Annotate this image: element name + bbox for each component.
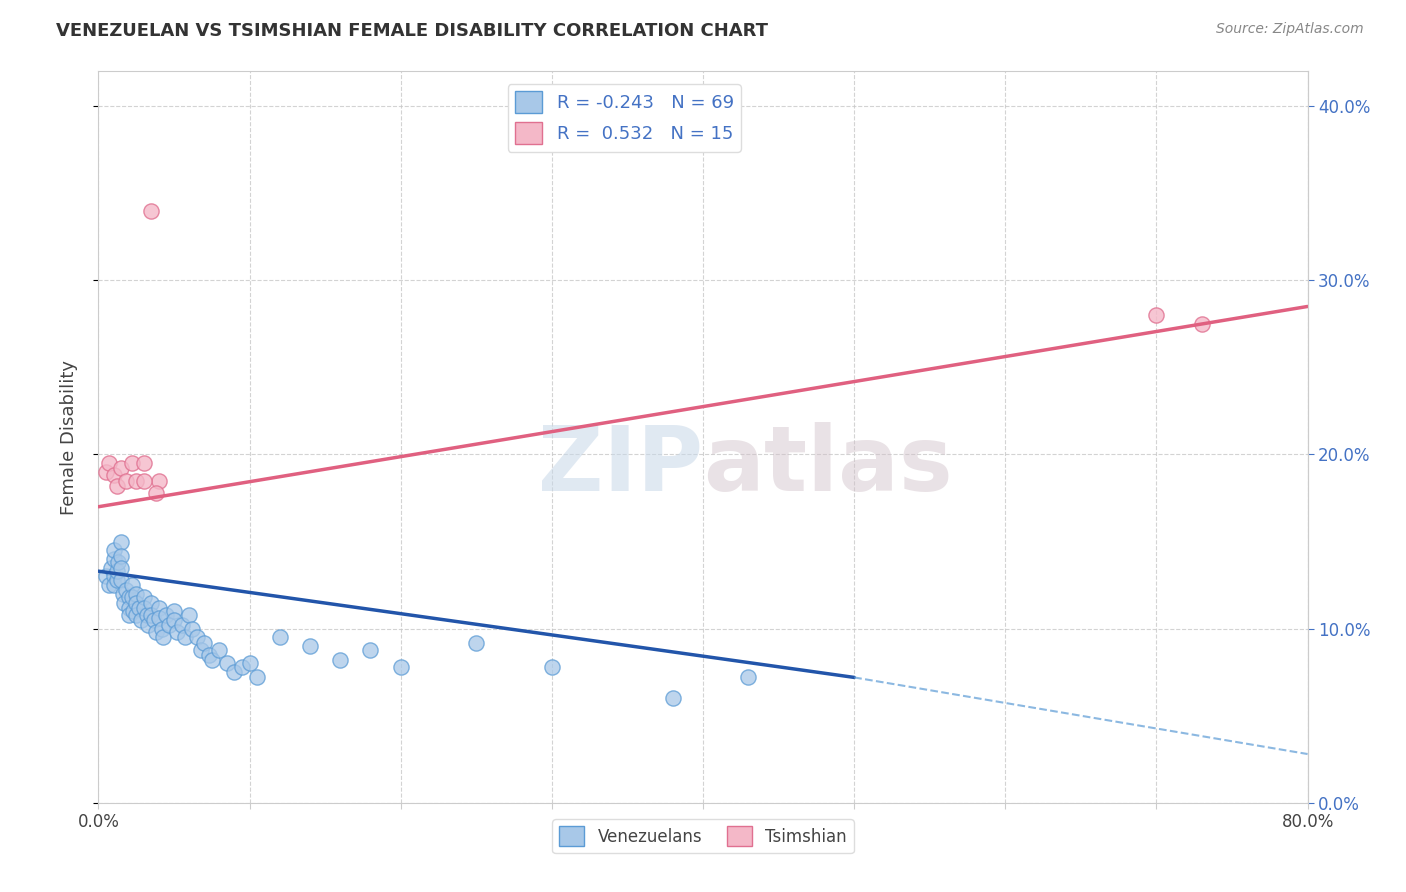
Point: [132, 591, 155, 605]
Point: [170, 618, 193, 632]
Point: [121, 591, 143, 605]
Legend: Venezuelans, Tsimshian: Venezuelans, Tsimshian: [553, 820, 853, 853]
Point: [465, 635, 488, 649]
Point: [145, 625, 167, 640]
Point: [329, 653, 352, 667]
Point: [112, 595, 135, 609]
Point: [118, 591, 141, 605]
Point: [155, 607, 177, 622]
Text: ZIP: ZIP: [538, 422, 703, 510]
Point: [122, 604, 145, 618]
Point: [143, 613, 166, 627]
Point: [118, 607, 141, 622]
Point: [661, 691, 683, 706]
Point: [1144, 308, 1167, 322]
Point: [173, 631, 195, 645]
Point: [110, 534, 132, 549]
Point: [103, 543, 125, 558]
Point: [125, 607, 148, 622]
Point: [121, 578, 143, 592]
Point: [389, 660, 412, 674]
Point: [110, 573, 132, 587]
Point: [141, 595, 163, 609]
Point: [208, 642, 231, 657]
Point: [105, 479, 128, 493]
Y-axis label: Female Disability: Female Disability: [59, 359, 77, 515]
Point: [105, 573, 128, 587]
Point: [231, 660, 253, 674]
Text: atlas: atlas: [703, 422, 953, 510]
Point: [186, 631, 208, 645]
Point: [114, 583, 136, 598]
Point: [121, 456, 143, 470]
Point: [269, 631, 291, 645]
Point: [163, 613, 186, 627]
Text: Source: ZipAtlas.com: Source: ZipAtlas.com: [1216, 22, 1364, 37]
Point: [136, 618, 159, 632]
Point: [540, 660, 562, 674]
Point: [114, 474, 136, 488]
Point: [94, 465, 117, 479]
Text: VENEZUELAN VS TSIMSHIAN FEMALE DISABILITY CORRELATION CHART: VENEZUELAN VS TSIMSHIAN FEMALE DISABILIT…: [56, 22, 768, 40]
Point: [179, 607, 201, 622]
Point: [100, 560, 122, 574]
Point: [215, 657, 238, 671]
Point: [118, 600, 141, 615]
Point: [163, 604, 186, 618]
Point: [197, 648, 219, 662]
Point: [105, 564, 128, 578]
Point: [111, 587, 134, 601]
Point: [1191, 317, 1213, 331]
Point: [132, 474, 155, 488]
Point: [141, 607, 163, 622]
Point: [129, 613, 152, 627]
Point: [125, 587, 148, 601]
Point: [128, 600, 150, 615]
Point: [141, 203, 163, 218]
Point: [148, 611, 170, 625]
Point: [103, 569, 125, 583]
Point: [190, 642, 212, 657]
Point: [103, 468, 125, 483]
Point: [125, 474, 148, 488]
Point: [103, 552, 125, 566]
Point: [224, 665, 246, 680]
Point: [110, 461, 132, 475]
Point: [94, 569, 117, 583]
Point: [239, 657, 262, 671]
Point: [110, 560, 132, 574]
Point: [103, 578, 125, 592]
Point: [201, 653, 224, 667]
Point: [150, 622, 173, 636]
Point: [132, 600, 155, 615]
Point: [148, 600, 170, 615]
Point: [98, 578, 121, 592]
Point: [181, 622, 204, 636]
Point: [299, 639, 322, 653]
Point: [152, 631, 174, 645]
Point: [737, 670, 759, 684]
Point: [148, 474, 170, 488]
Point: [360, 642, 382, 657]
Point: [132, 456, 155, 470]
Point: [125, 595, 148, 609]
Point: [110, 549, 132, 563]
Point: [246, 670, 269, 684]
Point: [159, 618, 181, 632]
Point: [166, 625, 188, 640]
Point: [98, 456, 121, 470]
Point: [193, 635, 215, 649]
Point: [135, 607, 157, 622]
Point: [107, 556, 129, 570]
Point: [145, 485, 167, 500]
